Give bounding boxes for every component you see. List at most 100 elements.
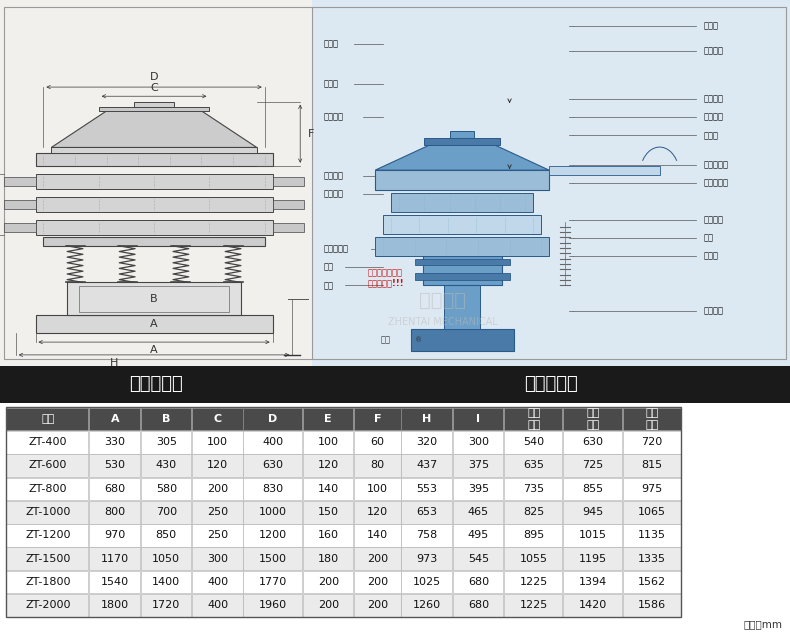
Bar xyxy=(383,215,541,234)
Bar xyxy=(141,431,191,454)
Bar xyxy=(43,237,265,246)
Bar xyxy=(141,501,191,523)
Bar xyxy=(354,408,401,430)
Bar xyxy=(453,431,503,454)
Bar xyxy=(354,431,401,454)
Text: 60: 60 xyxy=(371,437,385,447)
Bar xyxy=(401,501,452,523)
Bar xyxy=(36,315,273,333)
Bar xyxy=(141,524,191,547)
Bar xyxy=(401,548,452,570)
Bar xyxy=(141,594,191,617)
Text: 二层
高度: 二层 高度 xyxy=(586,408,600,430)
Bar xyxy=(89,570,140,594)
Bar xyxy=(243,454,302,477)
Bar xyxy=(243,431,302,454)
Bar xyxy=(243,477,302,500)
Bar xyxy=(6,548,88,570)
Bar xyxy=(415,273,510,280)
Text: 945: 945 xyxy=(582,507,604,517)
Text: 1540: 1540 xyxy=(101,577,129,587)
Bar xyxy=(303,431,353,454)
Text: 下部重锤: 下部重锤 xyxy=(704,306,724,315)
Bar xyxy=(303,408,353,430)
Text: A: A xyxy=(150,319,158,329)
Bar xyxy=(89,431,140,454)
Bar xyxy=(243,408,302,430)
Text: 375: 375 xyxy=(468,460,489,470)
Text: 553: 553 xyxy=(416,484,438,494)
Bar xyxy=(192,431,243,454)
Text: 振泰机械: 振泰机械 xyxy=(419,291,466,310)
Bar xyxy=(354,594,401,617)
Bar xyxy=(312,0,790,366)
Bar xyxy=(563,594,622,617)
Bar xyxy=(89,454,140,477)
Bar xyxy=(89,477,140,500)
Text: 850: 850 xyxy=(156,530,177,540)
Text: 辅助筛网: 辅助筛网 xyxy=(704,94,724,103)
Text: 250: 250 xyxy=(207,507,228,517)
Text: I: I xyxy=(476,414,480,424)
Text: ZT-600: ZT-600 xyxy=(28,460,67,470)
Bar xyxy=(450,132,474,138)
Text: 720: 720 xyxy=(641,437,663,447)
Bar xyxy=(192,570,243,594)
Bar xyxy=(303,524,353,547)
Bar xyxy=(623,408,681,430)
Text: 400: 400 xyxy=(207,600,228,610)
Bar xyxy=(134,102,174,107)
Bar xyxy=(375,170,549,191)
Text: ZT-1800: ZT-1800 xyxy=(25,577,70,587)
Polygon shape xyxy=(51,111,257,147)
Bar xyxy=(243,548,302,570)
Text: 底座: 底座 xyxy=(381,335,391,345)
Text: B: B xyxy=(150,294,158,304)
Bar xyxy=(563,408,622,430)
Text: 1170: 1170 xyxy=(101,553,129,563)
Bar xyxy=(504,570,562,594)
Text: 辅助筛网: 辅助筛网 xyxy=(704,47,724,56)
Text: 300: 300 xyxy=(207,553,228,563)
Text: 300: 300 xyxy=(468,437,489,447)
Text: E: E xyxy=(325,414,332,424)
Bar xyxy=(303,501,353,523)
Bar xyxy=(623,524,681,547)
Bar xyxy=(303,570,353,594)
Bar xyxy=(303,477,353,500)
Text: 顶部框架: 顶部框架 xyxy=(324,113,344,122)
Bar xyxy=(623,431,681,454)
Text: 1586: 1586 xyxy=(638,600,666,610)
Text: 球形清洗板: 球形清洗板 xyxy=(704,160,729,169)
Text: 束环: 束环 xyxy=(324,263,334,272)
Bar xyxy=(6,501,88,523)
Text: 三层
高度: 三层 高度 xyxy=(645,408,659,430)
Text: F: F xyxy=(308,128,314,139)
Bar xyxy=(401,431,452,454)
Text: 825: 825 xyxy=(523,507,544,517)
Text: 545: 545 xyxy=(468,553,489,563)
Text: 395: 395 xyxy=(468,484,489,494)
Bar xyxy=(141,570,191,594)
Text: F: F xyxy=(374,414,382,424)
Bar xyxy=(141,454,191,477)
Bar xyxy=(243,501,302,523)
Bar xyxy=(141,408,191,430)
Text: 1400: 1400 xyxy=(152,577,180,587)
Text: 400: 400 xyxy=(262,437,284,447)
Text: 635: 635 xyxy=(523,460,544,470)
Text: 1195: 1195 xyxy=(579,553,607,563)
Bar xyxy=(453,454,503,477)
Bar xyxy=(6,454,88,477)
Bar xyxy=(563,431,622,454)
Text: 1394: 1394 xyxy=(579,577,607,587)
Text: 一般结构图: 一般结构图 xyxy=(524,375,578,393)
Bar xyxy=(375,237,549,256)
Bar xyxy=(401,454,452,477)
Bar xyxy=(453,524,503,547)
Text: 815: 815 xyxy=(641,460,663,470)
Text: 1000: 1000 xyxy=(259,507,287,517)
Bar xyxy=(243,524,302,547)
Bar xyxy=(504,454,562,477)
Bar xyxy=(354,477,401,500)
